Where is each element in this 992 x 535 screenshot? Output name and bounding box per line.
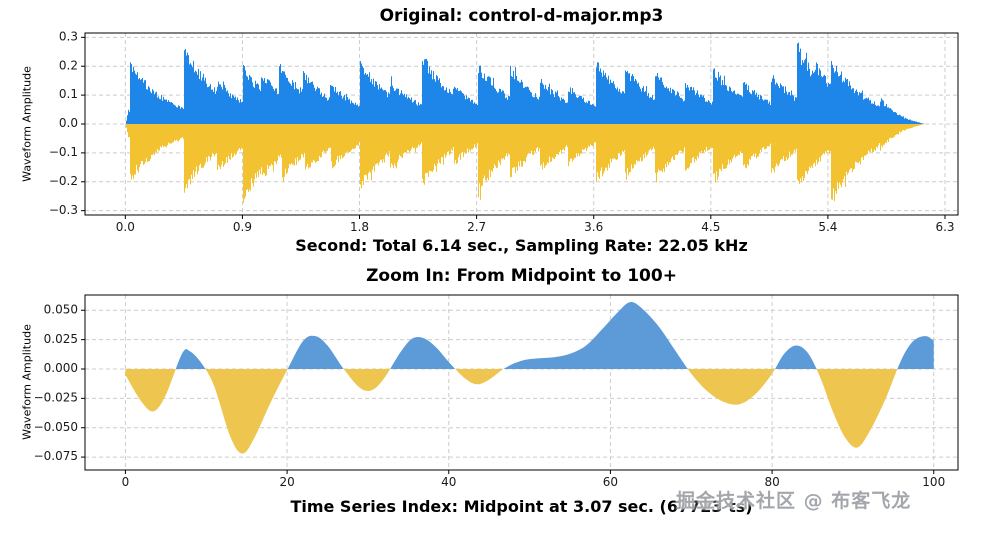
- original-waveform-ylabel: Waveform Amplitude: [20, 66, 34, 182]
- watermark-text: 掘金技术社区 @ 布客飞龙: [676, 490, 912, 512]
- zoom-chart-ylabel: Waveform Amplitude: [20, 324, 34, 440]
- original-waveform-xlabel: Second: Total 6.14 sec., Sampling Rate: …: [295, 236, 748, 255]
- original-waveform-title: Original: control-d-major.mp3: [379, 6, 664, 26]
- zoom-chart-xlabel: Time Series Index: Midpoint at 3.07 sec.…: [290, 497, 753, 516]
- zoom-chart-title: Zoom In: From Midpoint to 100+: [366, 266, 677, 286]
